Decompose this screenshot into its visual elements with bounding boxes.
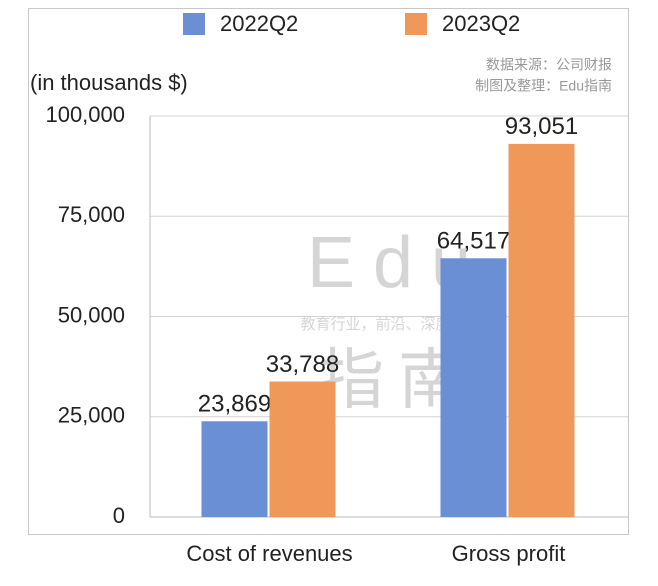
y-tick-label: 100,000: [45, 102, 125, 127]
bar: [201, 421, 268, 517]
x-tick-label: Gross profit: [452, 541, 566, 566]
y-tick-label: 0: [113, 503, 125, 528]
bar: [440, 258, 507, 517]
source: 数据来源：公司财报: [486, 57, 612, 73]
legend-swatch: [183, 13, 205, 35]
bar: [508, 143, 575, 518]
y-tick-label: 75,000: [58, 202, 125, 227]
legend-label: 2023Q2: [442, 11, 520, 36]
legend-swatch: [405, 13, 427, 35]
legend-label: 2022Q2: [220, 11, 298, 36]
chart-border: [28, 8, 629, 535]
value-label: 23,869: [198, 391, 271, 418]
y-tick-label: 50,000: [58, 302, 125, 327]
y-axis-label: (in thousands $): [30, 70, 188, 95]
credit: 制图及整理：Edu指南: [475, 78, 612, 94]
bar: [269, 381, 336, 517]
y-tick-label: 25,000: [58, 403, 125, 428]
value-label: 33,788: [266, 351, 339, 378]
value-label: 93,051: [505, 113, 578, 140]
value-label: 64,517: [437, 228, 510, 255]
watermark: 指南: [318, 342, 478, 416]
x-tick-label: Cost of revenues: [186, 541, 352, 566]
